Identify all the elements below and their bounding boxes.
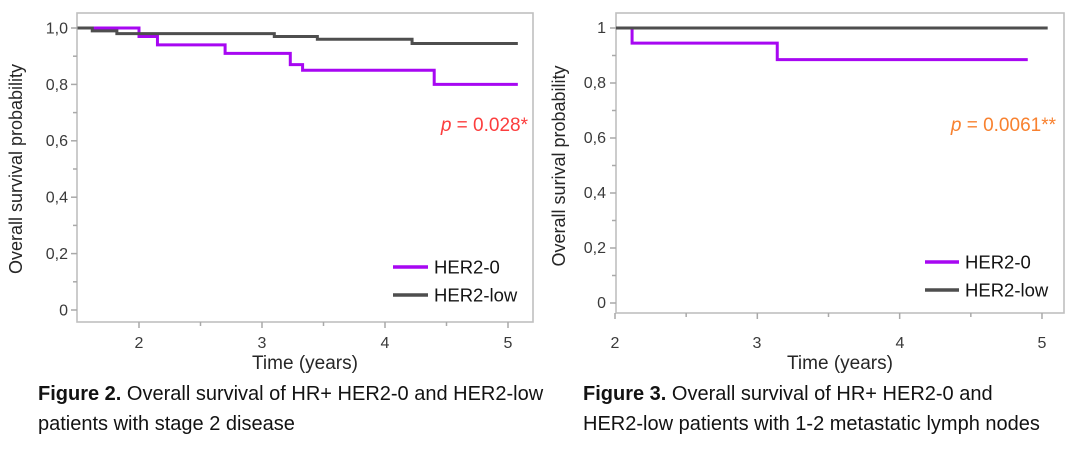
x-tick-label: 2: [611, 335, 620, 352]
figure-2-label: Figure 2.: [38, 383, 122, 405]
legend-her2-low-label: HER2-low: [434, 285, 518, 306]
figure-2-caption: Figure 2. Overall survival of HR+ HER2-0…: [38, 379, 544, 439]
y-tick-label: 1,0: [46, 21, 68, 38]
km-curve-HER2-0: [616, 26, 1028, 62]
y-tick-label: 1: [597, 20, 606, 37]
p-symbol: p: [440, 115, 452, 136]
p-value-text: = 0.028*: [451, 115, 528, 136]
y-tick-label: 0,6: [584, 130, 606, 147]
plot-frame: [615, 12, 1065, 314]
km-chart-figure-2: Overall survival probability 1,0 0,8 0,6…: [6, 12, 534, 374]
y-tick-label: 0,8: [584, 75, 606, 92]
y-tick-label: 0,2: [584, 240, 606, 257]
x-tick-label: 5: [1038, 335, 1047, 352]
plot-frame: [76, 12, 534, 323]
p-value-text: = 0.0061**: [961, 115, 1056, 136]
x-tick-label: 5: [504, 335, 513, 352]
y-tick-label: 0,6: [46, 133, 68, 150]
p-value-annotation: p = 0.0061**: [950, 115, 1057, 136]
y-tick-label: 0,4: [46, 190, 68, 207]
km-chart-figure-3: Overall surival probability 1 0,8 0,6 0,…: [549, 12, 1065, 374]
y-tick-label: 0,2: [46, 246, 68, 263]
legend-her2-low-label: HER2-low: [965, 280, 1049, 301]
legend-her2-0-label: HER2-0: [434, 257, 500, 278]
x-tick-label: 3: [753, 335, 762, 352]
x-tick-label: 2: [135, 335, 144, 352]
figure-2-caption-text: Overall survival of HR+ HER2-0 and HER2-…: [38, 383, 544, 435]
x-tick-label: 3: [258, 335, 267, 352]
y-tick-label: 0: [59, 303, 68, 320]
figure-3-caption-text: Overall survival of HR+ HER2-0 and HER2-…: [583, 383, 1040, 435]
y-tick-label: 0: [597, 295, 606, 312]
y-tick-label: 0,4: [584, 185, 606, 202]
km-curve-HER2-low: [77, 26, 518, 46]
y-axis-label: Overall survival probability: [6, 64, 26, 274]
x-tick-label: 4: [896, 335, 905, 352]
x-axis-label: Time (years): [252, 353, 358, 374]
y-axis-label: Overall surival probability: [549, 65, 569, 266]
x-axis-label: Time (years): [787, 353, 893, 374]
figure-3-label: Figure 3.: [583, 383, 667, 405]
km-curve-HER2-0: [77, 26, 518, 86]
p-symbol: p: [950, 115, 962, 136]
p-value-annotation: p = 0.028*: [440, 115, 529, 136]
x-tick-label: 4: [381, 335, 390, 352]
figure-3-caption: Figure 3. Overall survival of HR+ HER2-0…: [583, 379, 1041, 439]
y-tick-label: 0,8: [46, 77, 68, 94]
legend-her2-0-label: HER2-0: [965, 252, 1031, 273]
